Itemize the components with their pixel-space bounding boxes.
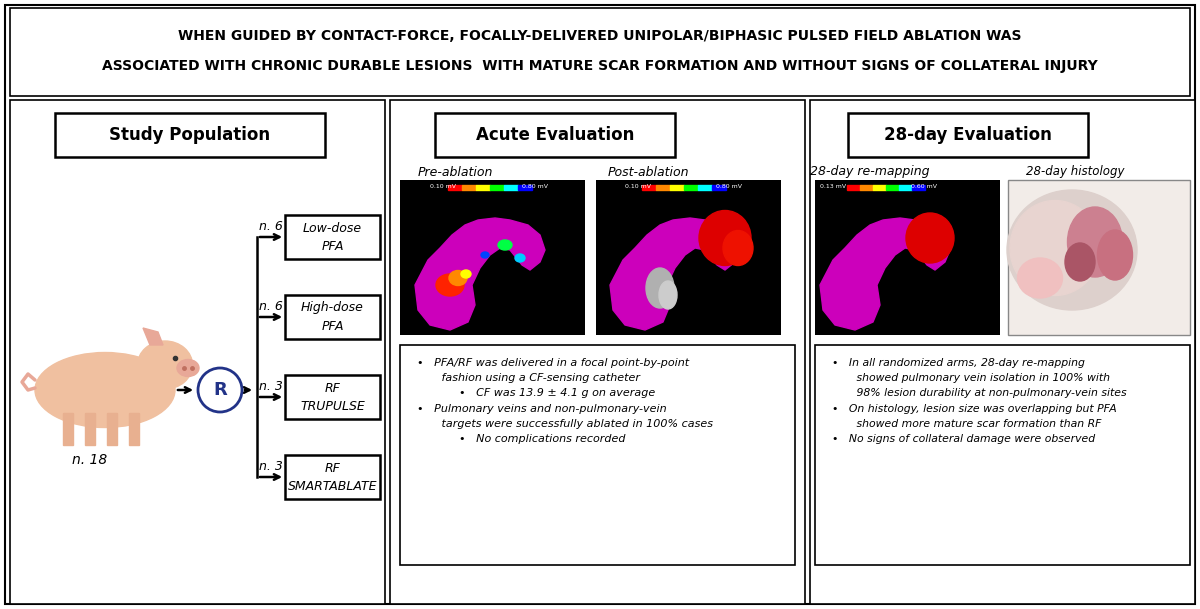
Text: 0.80 mV: 0.80 mV xyxy=(522,184,548,189)
FancyBboxPatch shape xyxy=(810,100,1195,604)
Bar xyxy=(462,185,476,190)
Ellipse shape xyxy=(515,254,526,262)
Ellipse shape xyxy=(35,353,175,428)
FancyBboxPatch shape xyxy=(400,345,796,565)
Ellipse shape xyxy=(461,270,470,278)
Polygon shape xyxy=(415,218,545,330)
Ellipse shape xyxy=(906,213,954,263)
Text: High-dose
PFA: High-dose PFA xyxy=(301,301,364,333)
Bar xyxy=(476,185,490,190)
Ellipse shape xyxy=(1007,190,1138,310)
Text: •   In all randomized arms, 28-day re-mapping
         showed pulmonary vein iso: • In all randomized arms, 28-day re-mapp… xyxy=(826,358,1127,444)
Bar xyxy=(712,185,726,190)
FancyBboxPatch shape xyxy=(55,113,325,157)
Text: RF
TRUPULSE: RF TRUPULSE xyxy=(300,381,365,412)
Bar xyxy=(107,413,118,445)
Ellipse shape xyxy=(178,359,199,376)
Ellipse shape xyxy=(659,281,677,309)
Text: 28-day Evaluation: 28-day Evaluation xyxy=(884,126,1052,144)
Bar xyxy=(847,185,860,190)
FancyBboxPatch shape xyxy=(390,100,805,604)
Bar xyxy=(899,185,912,190)
Text: n. 3: n. 3 xyxy=(259,460,283,474)
Bar xyxy=(448,185,462,190)
Polygon shape xyxy=(610,218,740,330)
Bar xyxy=(656,185,670,190)
Ellipse shape xyxy=(449,270,467,286)
Bar xyxy=(684,185,698,190)
Ellipse shape xyxy=(698,211,751,266)
Ellipse shape xyxy=(498,240,512,250)
Bar xyxy=(85,413,95,445)
FancyBboxPatch shape xyxy=(815,345,1190,565)
Bar xyxy=(642,185,656,190)
Polygon shape xyxy=(820,218,950,330)
Text: n. 3: n. 3 xyxy=(259,381,283,393)
Bar xyxy=(490,185,504,190)
Text: n. 6: n. 6 xyxy=(259,220,283,233)
Ellipse shape xyxy=(1018,258,1062,298)
Text: WHEN GUIDED BY CONTACT-FORCE, FOCALLY-DELIVERED UNIPOLAR/BIPHASIC PULSED FIELD A: WHEN GUIDED BY CONTACT-FORCE, FOCALLY-DE… xyxy=(179,29,1021,43)
Bar xyxy=(886,185,899,190)
Ellipse shape xyxy=(722,230,754,266)
Polygon shape xyxy=(143,328,163,345)
Bar xyxy=(874,185,886,190)
FancyBboxPatch shape xyxy=(1008,180,1190,335)
FancyBboxPatch shape xyxy=(5,5,1195,604)
FancyBboxPatch shape xyxy=(10,8,1190,96)
Bar xyxy=(698,185,712,190)
Text: 28-day histology: 28-day histology xyxy=(1026,166,1124,178)
FancyBboxPatch shape xyxy=(400,180,586,335)
Text: 0.13 mV: 0.13 mV xyxy=(820,184,846,189)
Text: Acute Evaluation: Acute Evaluation xyxy=(476,126,634,144)
Circle shape xyxy=(198,368,242,412)
FancyBboxPatch shape xyxy=(286,215,380,259)
Bar xyxy=(130,413,139,445)
Text: n. 18: n. 18 xyxy=(72,453,108,467)
Ellipse shape xyxy=(1098,230,1133,280)
Text: 0.10 mV: 0.10 mV xyxy=(430,184,456,189)
Bar xyxy=(504,185,518,190)
Text: Pre-ablation: Pre-ablation xyxy=(418,166,493,178)
Bar xyxy=(860,185,874,190)
Text: •   PFA/RF was delivered in a focal point-by-point
         fashion using a CF-s: • PFA/RF was delivered in a focal point-… xyxy=(410,358,713,444)
Text: Low-dose
PFA: Low-dose PFA xyxy=(302,222,362,253)
FancyBboxPatch shape xyxy=(815,180,1000,335)
Text: ASSOCIATED WITH CHRONIC DURABLE LESIONS  WITH MATURE SCAR FORMATION AND WITHOUT : ASSOCIATED WITH CHRONIC DURABLE LESIONS … xyxy=(102,59,1098,73)
Ellipse shape xyxy=(436,274,464,296)
Text: R: R xyxy=(214,381,227,399)
Bar xyxy=(518,185,532,190)
Ellipse shape xyxy=(481,252,490,258)
FancyBboxPatch shape xyxy=(848,113,1088,157)
Bar xyxy=(912,185,925,190)
Text: Post-ablation: Post-ablation xyxy=(607,166,689,178)
Ellipse shape xyxy=(1010,200,1100,295)
Text: n. 6: n. 6 xyxy=(259,300,283,314)
Text: RF
SMARTABLATE: RF SMARTABLATE xyxy=(288,462,377,493)
Ellipse shape xyxy=(1066,243,1096,281)
Ellipse shape xyxy=(646,268,674,308)
FancyBboxPatch shape xyxy=(596,180,781,335)
Text: 0.80 mV: 0.80 mV xyxy=(716,184,742,189)
Ellipse shape xyxy=(1068,207,1122,277)
Text: Study Population: Study Population xyxy=(109,126,270,144)
FancyBboxPatch shape xyxy=(286,375,380,419)
Bar xyxy=(64,413,73,445)
Text: 0.60 mV: 0.60 mV xyxy=(911,184,937,189)
FancyBboxPatch shape xyxy=(436,113,674,157)
FancyBboxPatch shape xyxy=(10,100,385,604)
FancyBboxPatch shape xyxy=(286,295,380,339)
Text: 0.10 mV: 0.10 mV xyxy=(625,184,650,189)
Ellipse shape xyxy=(138,341,192,389)
Text: 28-day re-mapping: 28-day re-mapping xyxy=(810,166,930,178)
FancyBboxPatch shape xyxy=(286,455,380,499)
Bar xyxy=(670,185,684,190)
